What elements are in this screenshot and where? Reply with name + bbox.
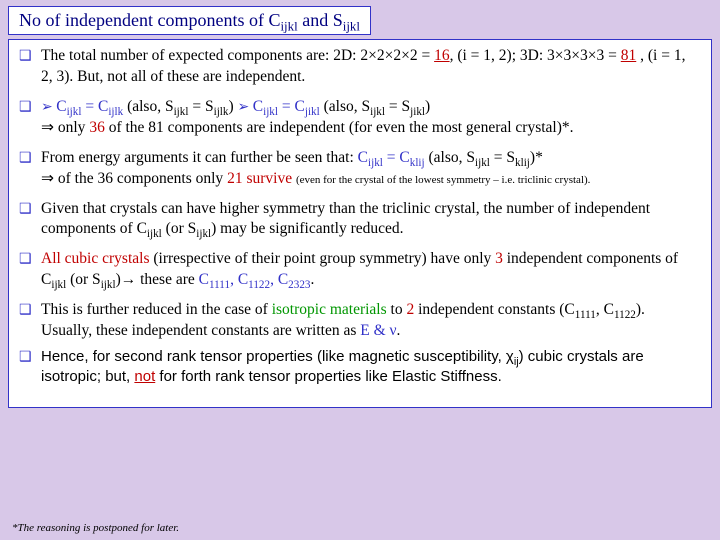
title-sub1: ijkl (280, 19, 297, 34)
bullet-3-body: From energy arguments it can further be … (41, 148, 699, 190)
b5-consts: C1111, C1122, C2323 (199, 271, 311, 288)
b6-i: . (397, 322, 401, 339)
b6-f: , C (596, 301, 614, 318)
bullet-marker-icon: ❑ (19, 97, 41, 118)
b1-e: 3×3×3×3 = (547, 47, 621, 64)
b3-p: (also, Sijkl = Sklij)* (425, 149, 543, 166)
b7-d: for forth rank tensor properties like El… (155, 368, 502, 385)
b2-p2: (also, Sijkl = Sjikl) (320, 98, 430, 115)
implies-icon: ⇒ (41, 119, 54, 136)
b6-b: isotropic materials (272, 301, 387, 318)
b1-a: The total number of expected components … (41, 47, 360, 64)
b4-s2: ijkl (196, 229, 211, 241)
b1-c: 16 (434, 47, 450, 64)
b1-f: 81 (621, 47, 637, 64)
bullet-marker-icon: ❑ (19, 199, 41, 220)
b2-l2a: only (54, 119, 89, 136)
bullet-6-body: This is further reduced in the case of i… (41, 300, 699, 342)
bullet-marker-icon: ❑ (19, 300, 41, 321)
title-pre: No of independent components of C (19, 10, 280, 30)
b4-s1: ijkl (147, 229, 162, 241)
b2-l2b: 36 (89, 119, 105, 136)
b5-ge: . (310, 271, 314, 288)
bullet-4: ❑ Given that crystals can have higher sy… (19, 199, 699, 241)
b3-eq: Cijkl = Cklij (358, 149, 425, 166)
b6-h: E & ν (360, 322, 396, 339)
b1-d: , (i = 1, 2); 3D: (450, 47, 547, 64)
bullet-5-body: All cubic crystals (irrespective of thei… (41, 249, 699, 291)
bullet-7-body: Hence, for second rank tensor properties… (41, 347, 699, 388)
bullet-1-body: The total number of expected components … (41, 46, 699, 88)
b6-e: independent constants (C (414, 301, 575, 318)
b4-b: (or S (162, 220, 196, 237)
b5-e: (or S (66, 271, 100, 288)
bullet-marker-icon: ❑ (19, 249, 41, 270)
b5-f: )→ these are (116, 271, 199, 288)
triangle-icon: ➢ (41, 100, 56, 115)
b6-s2: 1122 (614, 309, 636, 321)
b4-c: ) may be significantly reduced. (211, 220, 403, 237)
implies-icon: ⇒ (41, 170, 54, 187)
b7-c: not (134, 368, 155, 385)
content-box: ❑ The total number of expected component… (8, 39, 712, 408)
b6-s1: 1111 (575, 309, 596, 321)
slide-page: No of independent components of Cijkl an… (0, 0, 720, 540)
bullet-marker-icon: ❑ (19, 347, 41, 368)
triangle-icon: ➢ (238, 100, 253, 115)
b2-l2c: of the 81 components are independent (fo… (105, 119, 574, 136)
b6-c: to (387, 301, 407, 318)
b3-l2b: 21 survive (227, 170, 292, 187)
title-sub2: ijkl (343, 19, 360, 34)
b5-c: 3 (495, 250, 503, 267)
b1-b: 2×2×2×2 = (360, 47, 434, 64)
b2-p1: (also, Sijkl = Sijlk) (123, 98, 237, 115)
b5-a: All cubic crystals (41, 250, 149, 267)
b2-eq1: Cijkl = Cijlk (56, 98, 123, 115)
bullet-5: ❑ All cubic crystals (irrespective of th… (19, 249, 699, 291)
bullet-6: ❑ This is further reduced in the case of… (19, 300, 699, 342)
bullet-3: ❑ From energy arguments it can further b… (19, 148, 699, 190)
b3-a: From energy arguments it can further be … (41, 149, 358, 166)
bullet-2-body: ➢ Cijkl = Cijlk (also, Sijkl = Sijlk) ➢ … (41, 97, 699, 139)
title-box: No of independent components of Cijkl an… (8, 6, 371, 35)
footnote: *The reasoning is postponed for later. (12, 522, 179, 534)
bullet-4-body: Given that crystals can have higher symm… (41, 199, 699, 241)
title-mid: and S (298, 10, 343, 30)
slide-title: No of independent components of Cijkl an… (19, 10, 360, 30)
b7-a: Hence, for second rank tensor properties… (41, 348, 514, 365)
b5-b: (irrespective of their point group symme… (149, 250, 495, 267)
bullet-1: ❑ The total number of expected component… (19, 46, 699, 88)
b5-s1: ijkl (51, 279, 66, 291)
b3-l2a: of the 36 components only (54, 170, 227, 187)
b5-s2: ijkl (101, 279, 116, 291)
bullet-marker-icon: ❑ (19, 46, 41, 67)
bullet-7: ❑ Hence, for second rank tensor properti… (19, 347, 699, 388)
b3-note: (even for the crystal of the lowest symm… (296, 174, 590, 186)
b2-eq2: Cijkl = Cjikl (253, 98, 320, 115)
bullet-2: ❑ ➢ Cijkl = Cijlk (also, Sijkl = Sijlk) … (19, 97, 699, 139)
bullet-marker-icon: ❑ (19, 148, 41, 169)
b6-a: This is further reduced in the case of (41, 301, 272, 318)
